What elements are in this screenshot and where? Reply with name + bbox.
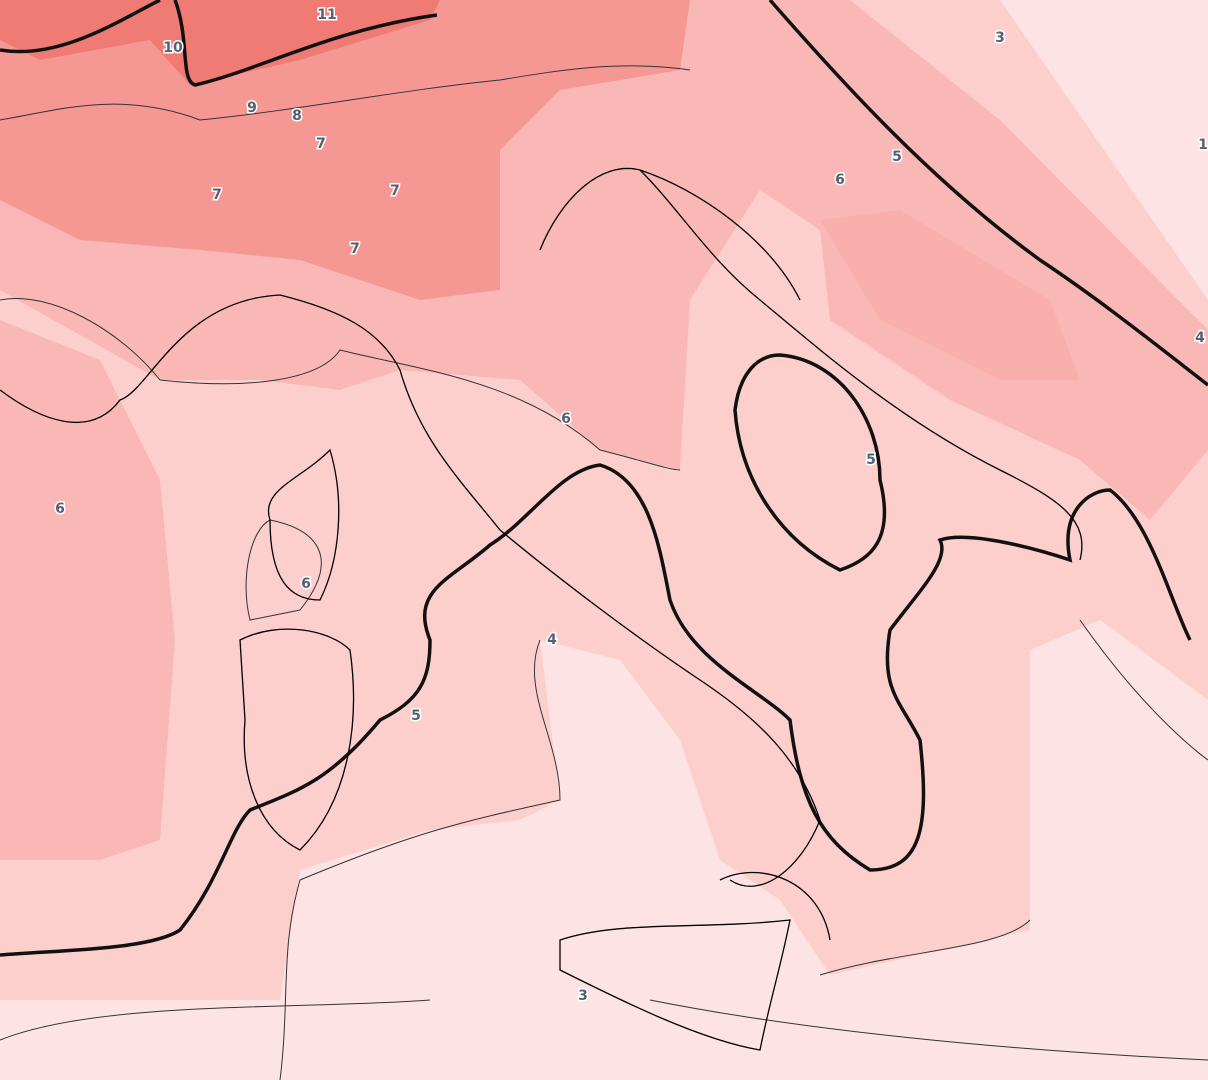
contour-label: 3 [995,30,1005,46]
contour-label: 6 [55,501,65,517]
contour-label: 7 [316,136,326,152]
contour-label: 5 [866,452,876,468]
contour-label: 8 [292,108,302,124]
contour-label: 1 [1198,137,1208,153]
contour-label: 5 [892,149,902,165]
coastline [0,167,1083,1051]
contour-label: 7 [350,241,360,257]
contour-label: 11 [317,7,336,23]
contour-label: 4 [1195,330,1205,346]
contour-label: 4 [547,632,557,648]
contour-label: 5 [411,708,421,724]
contour-label: 10 [163,40,183,56]
contour-label: 6 [301,576,311,592]
contour-label: 6 [835,172,845,188]
contour-label: 7 [212,187,222,203]
contour-label: 9 [247,100,257,116]
contour-label: 6 [561,411,571,427]
contour-label: 3 [578,988,588,1004]
contour-label: 7 [390,183,400,199]
